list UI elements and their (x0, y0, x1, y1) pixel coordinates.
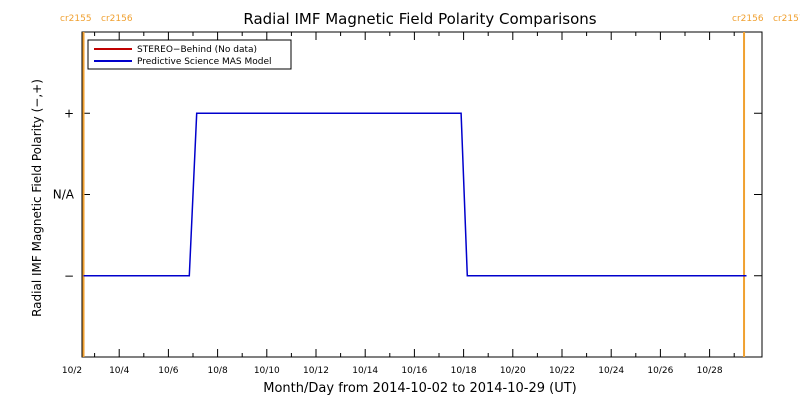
tick-layer: 10/2 10/4 10/6 10/8 10/10 10/12 10/14 10/16 10/1… (53, 32, 762, 376)
x-tick-label: 10/14 (352, 366, 378, 376)
x-tick-label: 10/28 (697, 366, 723, 376)
chart-title: Radial IMF Magnetic Field Polarity Compa… (243, 10, 596, 28)
series-layer (83, 112, 747, 277)
x-tick-label: 10/20 (500, 366, 526, 376)
y-tick-label: + (64, 106, 74, 120)
carrington-label-left: cr2155 (60, 14, 92, 24)
x-tick-label: 10/8 (207, 366, 227, 376)
legend-entry: Predictive Science MAS Model (137, 57, 272, 67)
x-axis-label: Month/Day from 2014-10-02 to 2014-10-29 … (263, 381, 576, 396)
y-tick-label: N/A (53, 188, 75, 202)
x-tick-label: 10/4 (109, 366, 129, 376)
x-tick-label: 10/6 (158, 366, 178, 376)
x-tick-label: 10/26 (647, 366, 673, 376)
x-tick-label: 10/12 (303, 366, 329, 376)
legend-box (87, 39, 292, 70)
carrington-label-right: cr2156 (101, 14, 133, 24)
plot-frame (81, 31, 763, 358)
y-axis-label: Radial IMF Magnetic Field Polarity (−,+) (30, 79, 44, 317)
x-tick-label: 10/22 (549, 366, 575, 376)
x-tick-label: 10/10 (254, 366, 280, 376)
legend-entry: STEREO−Behind (No data) (137, 45, 257, 55)
legend: STEREO−Behind (No data) Predictive Scienc… (87, 39, 292, 70)
x-tick-label: 10/18 (451, 366, 477, 376)
carrington-markers: cr2155 cr2156 cr2156 cr2157 (60, 14, 800, 357)
series-line-mas-model (83, 112, 747, 277)
y-tick-label: − (64, 269, 74, 283)
x-tick-label: 10/2 (62, 366, 82, 376)
carrington-label-right: cr2157 (773, 14, 800, 24)
x-tick-label: 10/16 (401, 366, 427, 376)
carrington-label-left: cr2156 (732, 14, 764, 24)
x-tick-label: 10/24 (598, 366, 624, 376)
